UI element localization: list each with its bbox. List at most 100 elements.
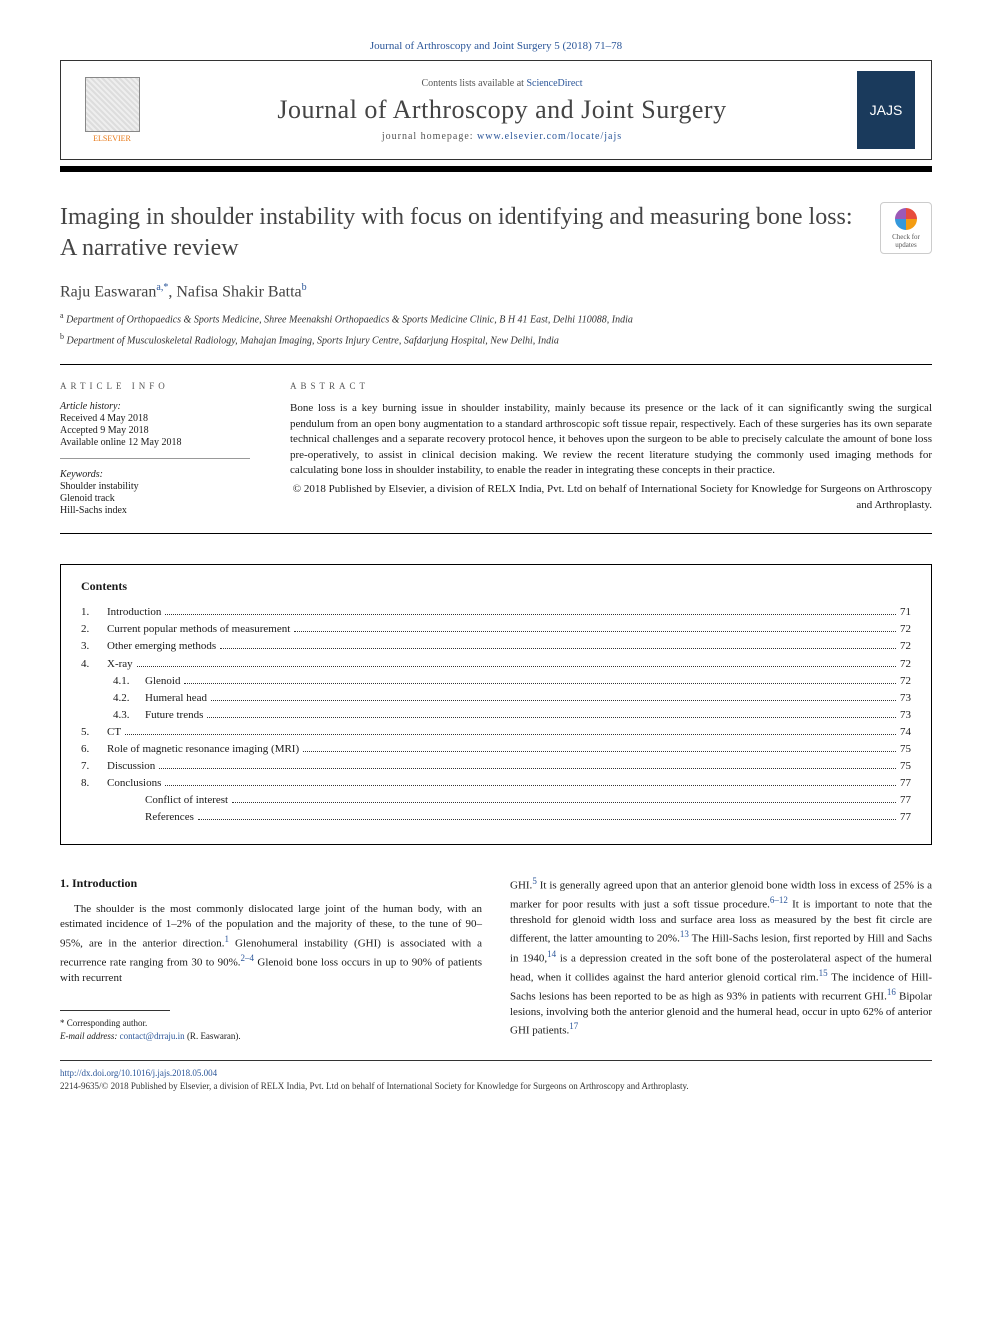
keyword-item: Shoulder instability bbox=[60, 481, 250, 492]
toc-number: 4. bbox=[81, 656, 107, 673]
toc-row[interactable]: 4.3.Future trends 73 bbox=[81, 707, 911, 724]
toc-dots bbox=[207, 717, 896, 718]
journal-header-box: ELSEVIER Contents lists available at Sci… bbox=[60, 60, 932, 160]
toc-label: Future trends bbox=[145, 707, 203, 724]
email-label: E-mail address: bbox=[60, 1031, 120, 1041]
toc-row[interactable]: 1.Introduction 71 bbox=[81, 604, 911, 621]
toc-number: 3. bbox=[81, 638, 107, 655]
toc-dots bbox=[165, 614, 896, 615]
toc-page: 72 bbox=[900, 621, 911, 638]
toc-number: 5. bbox=[81, 724, 107, 741]
homepage-prefix: journal homepage: bbox=[382, 131, 477, 142]
toc-label: Humeral head bbox=[145, 690, 207, 707]
sciencedirect-link[interactable]: ScienceDirect bbox=[526, 78, 582, 89]
toc-row[interactable]: 2.Current popular methods of measurement… bbox=[81, 621, 911, 638]
title-row: Imaging in shoulder instability with foc… bbox=[60, 202, 932, 264]
keyword-item: Glenoid track bbox=[60, 493, 250, 504]
toc-label: Conflict of interest bbox=[145, 792, 228, 809]
toc-page: 71 bbox=[900, 604, 911, 621]
author-email-link[interactable]: contact@drraju.in bbox=[120, 1031, 185, 1041]
toc-row[interactable]: 6.Role of magnetic resonance imaging (MR… bbox=[81, 741, 911, 758]
abstract-copyright: © 2018 Published by Elsevier, a division… bbox=[290, 482, 932, 513]
toc-label: Glenoid bbox=[145, 673, 180, 690]
divider bbox=[60, 364, 932, 365]
toc-number: 4.2. bbox=[113, 690, 145, 707]
article-title: Imaging in shoulder instability with foc… bbox=[60, 202, 860, 264]
toc-row[interactable]: 4.1.Glenoid 72 bbox=[81, 673, 911, 690]
toc-row[interactable]: 4.X-ray 72 bbox=[81, 656, 911, 673]
toc-label: References bbox=[145, 809, 194, 826]
keyword-item: Hill-Sachs index bbox=[60, 505, 250, 516]
toc-dots bbox=[165, 785, 896, 786]
abstract-col: ABSTRACT Bone loss is a key burning issu… bbox=[290, 381, 932, 517]
toc-dots bbox=[159, 768, 896, 769]
accepted-date: Accepted 9 May 2018 bbox=[60, 425, 250, 436]
header-center: Contents lists available at ScienceDirec… bbox=[147, 78, 857, 142]
toc-number: 8. bbox=[81, 775, 107, 792]
section-1-heading: 1. Introduction bbox=[60, 875, 482, 892]
toc-label: Discussion bbox=[107, 758, 155, 775]
header-divider-bar bbox=[60, 166, 932, 172]
crossmark-icon bbox=[895, 208, 917, 230]
info-abstract-row: ARTICLE INFO Article history: Received 4… bbox=[60, 381, 932, 517]
toc-label: Conclusions bbox=[107, 775, 161, 792]
affiliation-line: a Department of Orthopaedics & Sports Me… bbox=[60, 310, 932, 327]
authors-line: Raju Easwarana,*, Nafisa Shakir Battab bbox=[60, 282, 932, 301]
toc-dots bbox=[211, 700, 896, 701]
toc-dots bbox=[294, 631, 896, 632]
toc-page: 73 bbox=[900, 690, 911, 707]
toc-page: 72 bbox=[900, 656, 911, 673]
toc-dots bbox=[198, 819, 896, 820]
divider bbox=[60, 533, 932, 534]
footer-divider bbox=[60, 1060, 932, 1061]
toc-page: 77 bbox=[900, 792, 911, 809]
toc-dots bbox=[137, 666, 896, 667]
toc-page: 77 bbox=[900, 775, 911, 792]
homepage-link[interactable]: www.elsevier.com/locate/jajs bbox=[477, 131, 622, 142]
abstract-text: Bone loss is a key burning issue in shou… bbox=[290, 401, 932, 478]
toc-page: 77 bbox=[900, 809, 911, 826]
contents-heading: Contents bbox=[81, 579, 911, 594]
toc-dots bbox=[125, 734, 896, 735]
doi-link[interactable]: http://dx.doi.org/10.1016/j.jajs.2018.05… bbox=[60, 1068, 217, 1078]
online-date: Available online 12 May 2018 bbox=[60, 437, 250, 448]
publisher-name: ELSEVIER bbox=[77, 134, 147, 143]
intro-paragraph-col2: GHI.5 It is generally agreed upon that a… bbox=[510, 875, 932, 1039]
toc-row[interactable]: 8.Conclusions 77 bbox=[81, 775, 911, 792]
email-suffix: (R. Easwaran). bbox=[185, 1031, 241, 1041]
toc-page: 72 bbox=[900, 638, 911, 655]
toc-row[interactable]: 7.Discussion 75 bbox=[81, 758, 911, 775]
toc-number: 4.1. bbox=[113, 673, 145, 690]
toc-number: 2. bbox=[81, 621, 107, 638]
check-updates-label: Check for updates bbox=[883, 233, 929, 249]
toc-label: X-ray bbox=[107, 656, 133, 673]
toc-row[interactable]: 5.CT 74 bbox=[81, 724, 911, 741]
toc-row[interactable]: 3.Other emerging methods 72 bbox=[81, 638, 911, 655]
toc-label: Current popular methods of measurement bbox=[107, 621, 290, 638]
contents-prefix: Contents lists available at bbox=[421, 78, 526, 89]
toc-row[interactable]: 4.2.Humeral head 73 bbox=[81, 690, 911, 707]
affiliation-line: b Department of Musculoskeletal Radiolog… bbox=[60, 331, 932, 348]
toc-label: CT bbox=[107, 724, 121, 741]
toc-dots bbox=[232, 802, 896, 803]
toc-label: Other emerging methods bbox=[107, 638, 216, 655]
toc-page: 73 bbox=[900, 707, 911, 724]
body-col-right: GHI.5 It is generally agreed upon that a… bbox=[510, 875, 932, 1042]
elsevier-tree-icon bbox=[85, 77, 140, 132]
toc-number: 4.3. bbox=[113, 707, 145, 724]
contents-available-line: Contents lists available at ScienceDirec… bbox=[147, 78, 857, 89]
toc-label: Introduction bbox=[107, 604, 161, 621]
toc-dots bbox=[303, 751, 896, 752]
contents-box: Contents 1.Introduction 712.Current popu… bbox=[60, 564, 932, 845]
toc-row[interactable]: Conflict of interest 77 bbox=[81, 792, 911, 809]
abstract-heading: ABSTRACT bbox=[290, 381, 932, 391]
intro-paragraph-col1: The shoulder is the most commonly disloc… bbox=[60, 902, 482, 986]
publisher-logo: ELSEVIER bbox=[77, 77, 147, 143]
toc-row[interactable]: References 77 bbox=[81, 809, 911, 826]
keywords-label: Keywords: bbox=[60, 469, 250, 480]
toc-number: 6. bbox=[81, 741, 107, 758]
check-updates-badge[interactable]: Check for updates bbox=[880, 202, 932, 254]
toc-dots bbox=[184, 683, 896, 684]
footer-block: http://dx.doi.org/10.1016/j.jajs.2018.05… bbox=[60, 1067, 932, 1092]
footnote-divider bbox=[60, 1010, 170, 1011]
